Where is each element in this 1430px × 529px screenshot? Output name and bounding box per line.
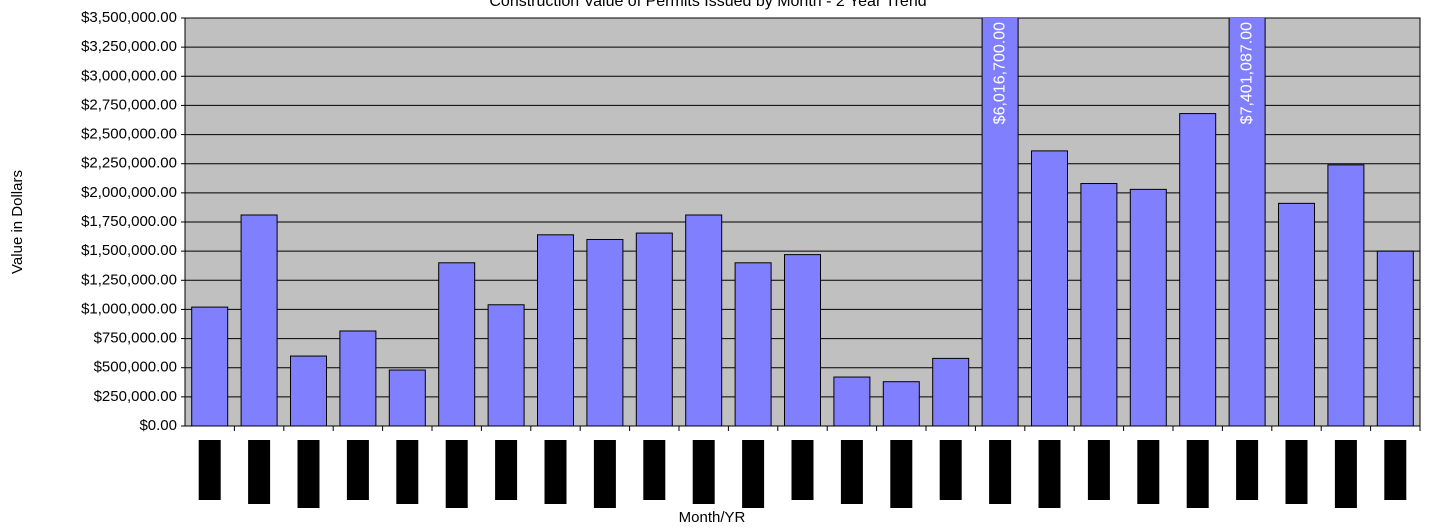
y-tick-label: $3,000,000.00	[81, 67, 177, 84]
y-tick-label: $2,500,000.00	[81, 126, 177, 143]
y-tick-label: $2,000,000.00	[81, 184, 177, 201]
bar	[487, 304, 525, 426]
bar	[191, 306, 229, 426]
bar	[438, 262, 476, 426]
bar	[882, 381, 920, 426]
bar	[685, 214, 723, 426]
x-tick-label-block	[396, 440, 419, 504]
x-tick-label-block	[742, 440, 765, 508]
x-tick-label-block	[593, 440, 616, 508]
bar	[1278, 202, 1315, 426]
data-label: $6,016,700.00	[991, 22, 1008, 124]
y-axis-label: Value in Dollars	[9, 170, 26, 274]
y-tick-label: $0.00	[139, 417, 177, 434]
x-tick-label-block	[989, 440, 1012, 504]
x-tick-label-block	[1186, 440, 1209, 508]
y-tick-label: $1,750,000.00	[81, 213, 177, 230]
x-tick-label-block	[791, 440, 814, 500]
bar	[981, 18, 1019, 426]
y-tick-label: $3,500,000.00	[81, 9, 177, 26]
bar	[1179, 113, 1217, 426]
bar	[932, 357, 970, 426]
bar	[290, 355, 327, 426]
x-tick-label-block	[1285, 440, 1308, 504]
bar	[1080, 183, 1118, 426]
y-tick-label: $2,250,000.00	[81, 155, 177, 172]
x-tick-label-block	[939, 440, 962, 500]
bar	[833, 376, 871, 426]
bar	[240, 214, 278, 426]
x-tick-label-block	[248, 440, 271, 504]
x-tick-label-block	[890, 440, 913, 508]
x-tick-label-block	[445, 440, 468, 508]
bars	[191, 18, 1414, 426]
x-tick-label-block	[1038, 440, 1061, 508]
bar	[1228, 18, 1266, 426]
y-tick-label: $250,000.00	[94, 388, 177, 405]
y-tick-label: $500,000.00	[94, 359, 177, 376]
x-tick-label-block	[643, 440, 666, 500]
x-tick-label-block	[1236, 440, 1259, 500]
x-axis-label: Month/YR	[679, 509, 746, 526]
y-tick-label: $1,000,000.00	[81, 300, 177, 317]
y-tick-label: $2,750,000.00	[81, 96, 177, 113]
y-tick-label: $1,250,000.00	[81, 271, 177, 288]
x-tick-label-block	[1137, 440, 1160, 504]
data-label: $7,401,087.00	[1238, 22, 1255, 124]
y-tick-label: $1,500,000.00	[81, 242, 177, 259]
bar	[537, 234, 574, 426]
bar	[1376, 250, 1414, 426]
y-tick-label: $750,000.00	[94, 330, 177, 347]
bar	[635, 232, 673, 426]
x-tick-label-block	[346, 440, 369, 500]
bar	[784, 254, 821, 426]
x-tick-label-block	[544, 440, 567, 504]
bar	[1031, 150, 1068, 426]
bar	[586, 238, 624, 426]
labels: $6,016,700.00 $7,401,087.00	[198, 22, 1421, 508]
bar	[388, 369, 426, 426]
x-tick-label-block	[1087, 440, 1110, 500]
chart-title: Construction Value of Permits Issued by …	[489, 0, 926, 10]
x-tick-label-block	[1334, 440, 1357, 508]
x-tick-label-block	[1384, 440, 1407, 500]
x-tick-label-block	[692, 440, 715, 504]
bar	[734, 262, 772, 426]
x-tick-label-block	[198, 440, 221, 500]
x-tick-label-block	[840, 440, 863, 504]
x-tick-label-block	[495, 440, 518, 500]
bar	[339, 330, 377, 426]
x-tick-label-block	[297, 440, 320, 508]
y-tick-label: $3,250,000.00	[81, 38, 177, 55]
bar	[1129, 188, 1167, 426]
bar	[1327, 164, 1365, 426]
